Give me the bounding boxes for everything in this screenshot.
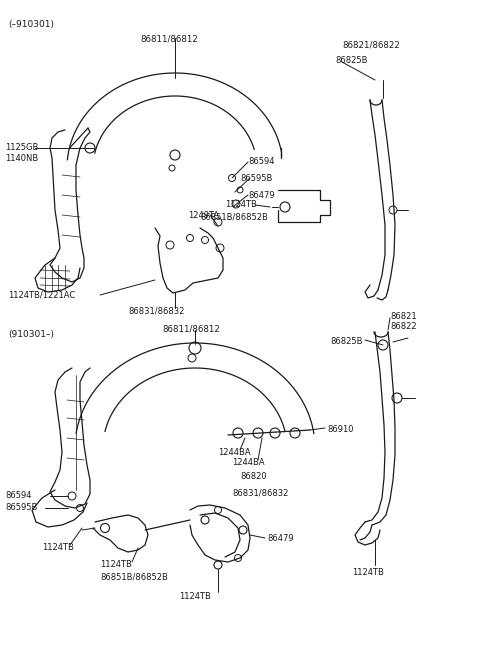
Text: 86594: 86594: [5, 491, 32, 500]
Text: 86821: 86821: [390, 312, 417, 321]
Text: 86825B: 86825B: [330, 337, 362, 346]
Text: 86811/86812: 86811/86812: [162, 325, 220, 334]
Text: 1124TB: 1124TB: [352, 568, 384, 577]
Text: 86594: 86594: [248, 157, 275, 166]
Text: 1124TB: 1124TB: [225, 200, 257, 209]
Text: 86851B/86852B: 86851B/86852B: [200, 213, 268, 222]
Text: 86831/86832: 86831/86832: [128, 306, 184, 315]
Text: 86595B: 86595B: [240, 174, 272, 183]
Text: 1124TB: 1124TB: [100, 560, 132, 569]
Text: 86479: 86479: [248, 191, 275, 200]
Text: 86811/86812: 86811/86812: [140, 34, 198, 43]
Text: 1125GB: 1125GB: [5, 143, 38, 152]
Text: 86595B: 86595B: [5, 503, 37, 512]
Text: 86910: 86910: [327, 425, 353, 434]
Text: (–910301): (–910301): [8, 20, 54, 29]
Text: 1244BA: 1244BA: [218, 448, 251, 457]
Text: 1124TB: 1124TB: [179, 592, 211, 601]
Text: (910301–): (910301–): [8, 330, 54, 339]
Text: 1244BA: 1244BA: [232, 458, 264, 467]
Text: 86822: 86822: [390, 322, 417, 331]
Text: 86825B: 86825B: [335, 56, 368, 65]
Text: 86851B/86852B: 86851B/86852B: [100, 572, 168, 581]
Text: 1249TA: 1249TA: [188, 211, 219, 220]
Text: 1124TB: 1124TB: [42, 543, 74, 552]
Text: 1124TB/1221AC: 1124TB/1221AC: [8, 291, 75, 300]
Text: 86820: 86820: [240, 472, 266, 481]
Text: 86831/86832: 86831/86832: [232, 488, 288, 497]
Text: 86821/86822: 86821/86822: [342, 40, 400, 49]
Text: 1140NB: 1140NB: [5, 154, 38, 163]
Text: 86479: 86479: [267, 534, 294, 543]
